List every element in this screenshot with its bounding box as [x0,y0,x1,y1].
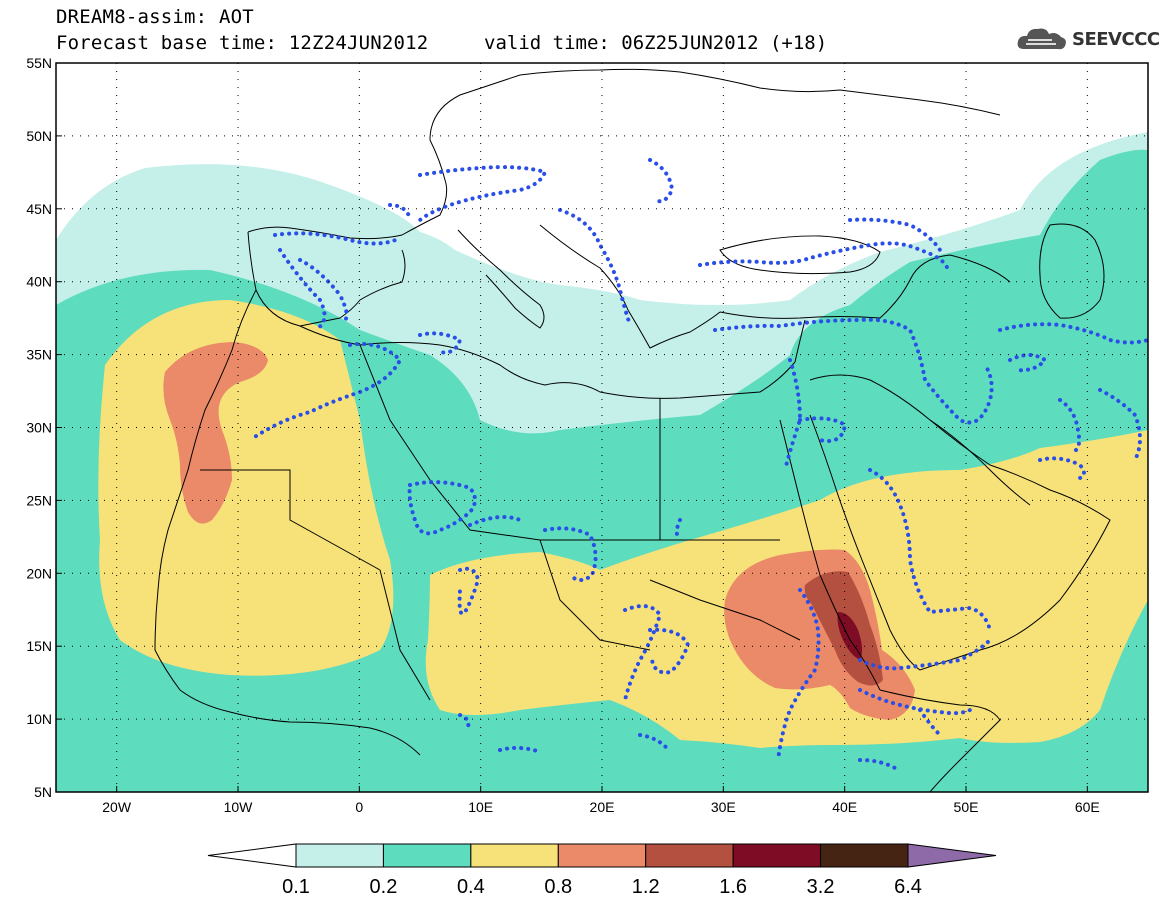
lat-label: 30N [26,420,52,436]
latitude-labels: 55N 50N 45N 40N 35N 30N 25N 20N 15N 10N 5N [26,55,52,800]
lat-label: 10N [26,711,52,727]
coastlines [154,68,1111,792]
colorbar-tick-label: 3.2 [807,876,835,898]
colorbar-swatch [820,843,909,868]
lon-label: 40E [832,799,857,815]
aot-field [56,63,1148,792]
lat-label: 5N [34,784,52,800]
forecast-base-time: Forecast base time: 12Z24JUN2012 [56,32,429,54]
colorbar-tick-label: 0.8 [544,876,572,898]
longitude-labels: 20W 10W 0 10E 20E 30E 40E 50E 60E [102,799,1100,815]
observation-contours [248,158,1148,770]
colorbar-tick-label: 0.4 [457,876,485,898]
lat-label: 40N [26,274,52,290]
colorbar-tick-label: 1.6 [719,876,747,898]
lon-label: 10E [468,799,493,815]
lat-label: 25N [26,492,52,508]
valid-time: valid time: 06Z25JUN2012 (+18) [484,32,828,54]
lat-label: 20N [26,565,52,581]
lon-label: 50E [954,799,979,815]
colorbar-swatch [645,843,734,868]
lat-label: 50N [26,128,52,144]
lon-label: 30E [711,799,736,815]
colorbar-swatch [382,843,472,868]
colorbar-under-triangle [207,843,297,868]
lat-label: 45N [26,201,52,217]
graticule [56,62,1148,793]
seevccc-logo: SEEVCCC [1016,22,1160,56]
lat-label: 15N [26,638,52,654]
colorbar-tick-label: 0.1 [282,876,310,898]
colorbar-labels: 0.1 0.2 0.4 0.8 1.2 1.6 3.2 6.4 [282,876,922,898]
lon-label: 60E [1075,799,1100,815]
colorbar-over-triangle [907,843,997,868]
lon-label: 10W [224,799,254,815]
colorbar-tick-label: 6.4 [894,876,922,898]
lon-label: 20E [590,799,615,815]
lon-label: 20W [102,799,132,815]
colorbar [207,843,997,868]
map-title: DREAM8-assim: AOT [56,6,254,28]
logo-text: SEEVCCC [1072,28,1160,50]
colorbar-swatch [557,843,647,868]
colorbar-swatch [295,843,384,868]
lon-label: 0 [355,799,363,815]
cloud-icon [1017,28,1066,50]
lat-label: 55N [26,55,52,71]
colorbar-swatch [470,843,559,868]
colorbar-tick-label: 1.2 [632,876,660,898]
lat-label: 35N [26,347,52,363]
colorbar-tick-label: 0.2 [370,876,398,898]
colorbar-swatch [732,843,822,868]
aot-level-0.8-west [163,342,268,524]
